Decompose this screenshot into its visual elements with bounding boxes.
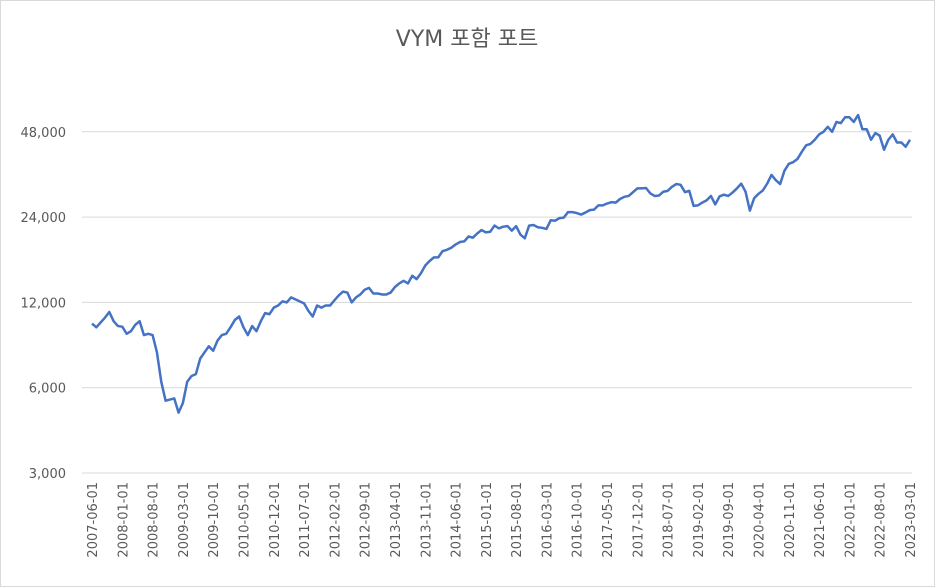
x-tick-label: 2022-08-01 (874, 482, 889, 558)
y-tick-label: 12,000 (21, 296, 67, 311)
y-tick-label: 24,000 (21, 211, 67, 226)
x-tick-label: 2008-08-01 (147, 482, 162, 558)
y-tick-label: 48,000 (21, 126, 67, 141)
y-tick-label: 6,000 (29, 382, 66, 397)
x-tick-label: 2010-12-01 (268, 482, 283, 558)
x-tick-label: 2008-01-01 (116, 482, 131, 558)
x-tick-label: 2015-01-01 (480, 482, 495, 558)
x-tick-label: 2013-04-01 (389, 482, 404, 558)
x-tick-label: 2017-05-01 (601, 482, 616, 558)
x-tick-label: 2017-12-01 (631, 482, 646, 558)
x-tick-label: 2013-11-01 (419, 482, 434, 558)
x-tick-label: 2022-01-01 (843, 482, 858, 558)
x-tick-label: 2020-04-01 (753, 482, 768, 558)
x-tick-label: 2009-03-01 (177, 482, 192, 558)
x-tick-label: 2007-06-01 (86, 482, 101, 558)
x-tick-label: 2010-05-01 (237, 482, 252, 558)
x-tick-label: 2009-10-01 (207, 482, 222, 558)
data-line (91, 113, 912, 414)
x-tick-label: 2016-10-01 (571, 482, 586, 558)
x-tick-label: 2019-02-01 (692, 482, 707, 558)
x-tick-label: 2019-09-01 (722, 482, 737, 558)
x-tick-label: 2012-09-01 (359, 482, 374, 558)
y-tick-label: 3,000 (29, 467, 66, 482)
x-tick-label: 2023-03-01 (904, 482, 919, 558)
x-tick-label: 2016-03-01 (540, 482, 555, 558)
x-tick-label: 2012-02-01 (328, 482, 343, 558)
chart-title: VYM 포함 포트 (396, 27, 538, 52)
x-tick-label: 2014-06-01 (450, 482, 465, 558)
x-tick-label: 2020-11-01 (783, 482, 798, 558)
x-tick-label: 2018-07-01 (662, 482, 677, 558)
x-tick-label: 2011-07-01 (298, 482, 313, 558)
x-tick-label: 2021-06-01 (813, 482, 828, 558)
x-tick-label: 2015-08-01 (510, 482, 525, 558)
